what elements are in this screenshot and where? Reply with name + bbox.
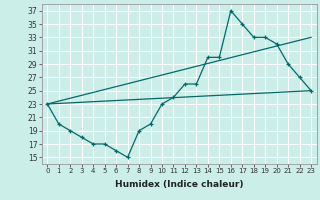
X-axis label: Humidex (Indice chaleur): Humidex (Indice chaleur) xyxy=(115,180,244,189)
